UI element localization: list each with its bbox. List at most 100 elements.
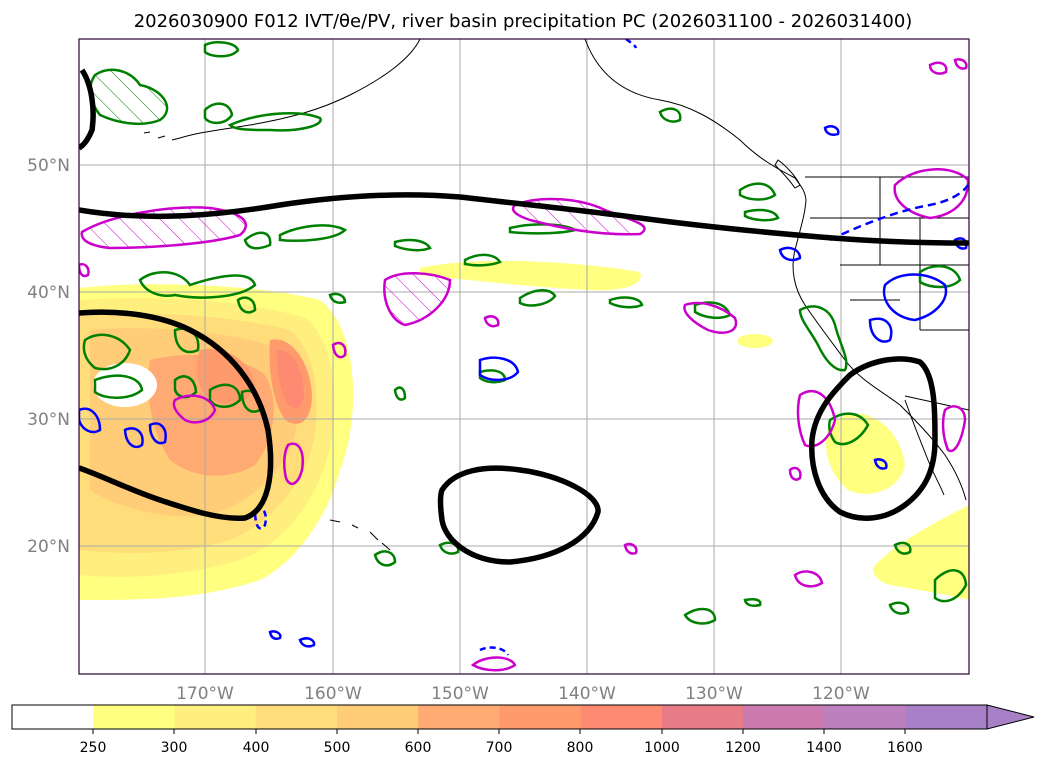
magenta-contour-s1 bbox=[793, 570, 824, 588]
colorbar-segments bbox=[12, 705, 988, 729]
green-contour-n5 bbox=[278, 224, 348, 242]
blue-contour-coast bbox=[868, 317, 893, 343]
green-contour-w4 bbox=[173, 375, 198, 399]
green-contour-c2 bbox=[463, 253, 502, 267]
green-contour-n2 bbox=[203, 102, 234, 125]
green-contour-s9 bbox=[743, 597, 762, 608]
colorbar: 250 300 400 500 600 700 800 1000 1200 14… bbox=[11, 704, 1035, 756]
blue-contour-central bbox=[478, 356, 520, 382]
green-contour-s1 bbox=[373, 550, 397, 567]
magenta-contour-coast1 bbox=[683, 301, 738, 334]
ivt-blob-east bbox=[737, 334, 773, 348]
colorbar-ticks bbox=[92, 729, 906, 734]
magenta-contour-s3 bbox=[470, 656, 517, 672]
cb-label-1400: 1400 bbox=[806, 740, 842, 756]
blue-contour-w3 bbox=[148, 422, 167, 445]
pv-blue-contours bbox=[79, 39, 969, 656]
ivt-blob-mexico bbox=[873, 505, 969, 600]
magenta-contour-s2 bbox=[623, 542, 638, 555]
blue-contour-oregon bbox=[778, 246, 802, 262]
colorbar-segment bbox=[580, 705, 663, 729]
lon-label-150w: 150°W bbox=[431, 684, 489, 704]
cb-label-700: 700 bbox=[486, 740, 513, 756]
ivt-white-hole bbox=[93, 363, 157, 407]
colorbar-segment bbox=[905, 705, 988, 729]
theta-e-line-west bbox=[79, 309, 274, 522]
green-contour-w1 bbox=[138, 271, 257, 299]
cb-label-1600: 1600 bbox=[887, 740, 923, 756]
magenta-contour-coast2 bbox=[796, 389, 837, 448]
theta-e-contours bbox=[79, 68, 969, 565]
green-contour-s10 bbox=[393, 386, 407, 401]
cb-label-300: 300 bbox=[161, 740, 188, 756]
colorbar-segment bbox=[174, 705, 257, 729]
magenta-contour-w1 bbox=[172, 394, 217, 424]
lon-label-160w: 160°W bbox=[304, 684, 362, 704]
lat-label-30n: 30°N bbox=[27, 410, 70, 430]
cb-label-1000: 1000 bbox=[644, 740, 680, 756]
lat-label-40n: 40°N bbox=[27, 283, 70, 303]
green-contour-w5 bbox=[208, 383, 242, 408]
colorbar-segment bbox=[662, 705, 744, 729]
green-contour-s8 bbox=[438, 541, 460, 555]
vancouver-island bbox=[774, 159, 801, 189]
map-panel bbox=[78, 38, 970, 675]
blue-contour-n1 bbox=[823, 125, 840, 136]
graticule bbox=[79, 39, 969, 674]
ivt-blob-california bbox=[826, 413, 905, 494]
cb-label-600: 600 bbox=[405, 740, 432, 756]
green-contour-n4 bbox=[243, 231, 272, 250]
magenta-contour-baja bbox=[941, 405, 967, 453]
magenta-contour-w5 bbox=[79, 263, 90, 278]
blue-contour-n3 bbox=[625, 39, 638, 49]
colorbar-segment bbox=[824, 705, 907, 729]
colorbar-segment bbox=[12, 705, 94, 729]
lon-label-120w: 120°W bbox=[812, 684, 870, 704]
green-contour-n3 bbox=[227, 112, 322, 132]
green-contour-w3 bbox=[93, 374, 144, 399]
colorbar-segment bbox=[743, 705, 825, 729]
blue-contour-s4 bbox=[873, 458, 888, 470]
colorbar-segment bbox=[337, 705, 419, 729]
blue-contour-s3 bbox=[479, 646, 510, 656]
lat-label-20n: 20°N bbox=[27, 537, 70, 557]
cb-label-1200: 1200 bbox=[725, 740, 761, 756]
green-contour-s2 bbox=[683, 607, 717, 625]
blue-contour-w1 bbox=[79, 407, 102, 434]
magenta-contour-s5 bbox=[953, 58, 968, 70]
colorbar-tick-labels: 250 300 400 500 600 700 800 1000 1200 14… bbox=[80, 740, 923, 756]
green-contour-s4 bbox=[933, 569, 968, 603]
hawaii-islands bbox=[329, 519, 391, 551]
cb-label-800: 800 bbox=[567, 740, 594, 756]
alaska-peninsula bbox=[179, 39, 421, 139]
green-contour-s6 bbox=[608, 296, 644, 309]
colorbar-segment bbox=[418, 705, 500, 729]
cb-label-400: 400 bbox=[243, 740, 270, 756]
theta-e-loop-east bbox=[809, 356, 938, 521]
magenta-contour-w4 bbox=[483, 315, 500, 328]
blue-contour-w-dashed bbox=[253, 507, 267, 530]
map-frame bbox=[78, 38, 970, 675]
map-title: 2026030900 F012 IVT/θe/PV, river basin p… bbox=[134, 11, 913, 32]
green-contour-ne1 bbox=[658, 107, 682, 123]
lon-label-130w: 130°W bbox=[685, 684, 743, 704]
lon-label-140w: 140°W bbox=[558, 684, 616, 704]
blue-contour-s1 bbox=[298, 637, 316, 648]
lon-label-170w: 170°W bbox=[176, 684, 234, 704]
green-contour-n1 bbox=[203, 41, 240, 58]
magenta-contour-ne bbox=[893, 168, 969, 220]
green-contour-c4 bbox=[328, 292, 347, 304]
lat-label-50n: 50°N bbox=[27, 156, 70, 176]
cb-label-250: 250 bbox=[80, 740, 107, 756]
colorbar-segment bbox=[499, 705, 582, 729]
blue-contour-ne-dashed bbox=[829, 184, 969, 242]
magenta-contour-mid-hatched bbox=[383, 272, 452, 327]
ivt-shading bbox=[79, 260, 969, 600]
green-contour-c6 bbox=[738, 182, 777, 201]
colorbar-segment bbox=[93, 705, 175, 729]
colorbar-extend-arrow bbox=[986, 704, 1035, 730]
blue-contour-w2 bbox=[123, 427, 144, 449]
pv-magenta-contours bbox=[79, 58, 969, 672]
ivt-band-central bbox=[420, 260, 641, 291]
